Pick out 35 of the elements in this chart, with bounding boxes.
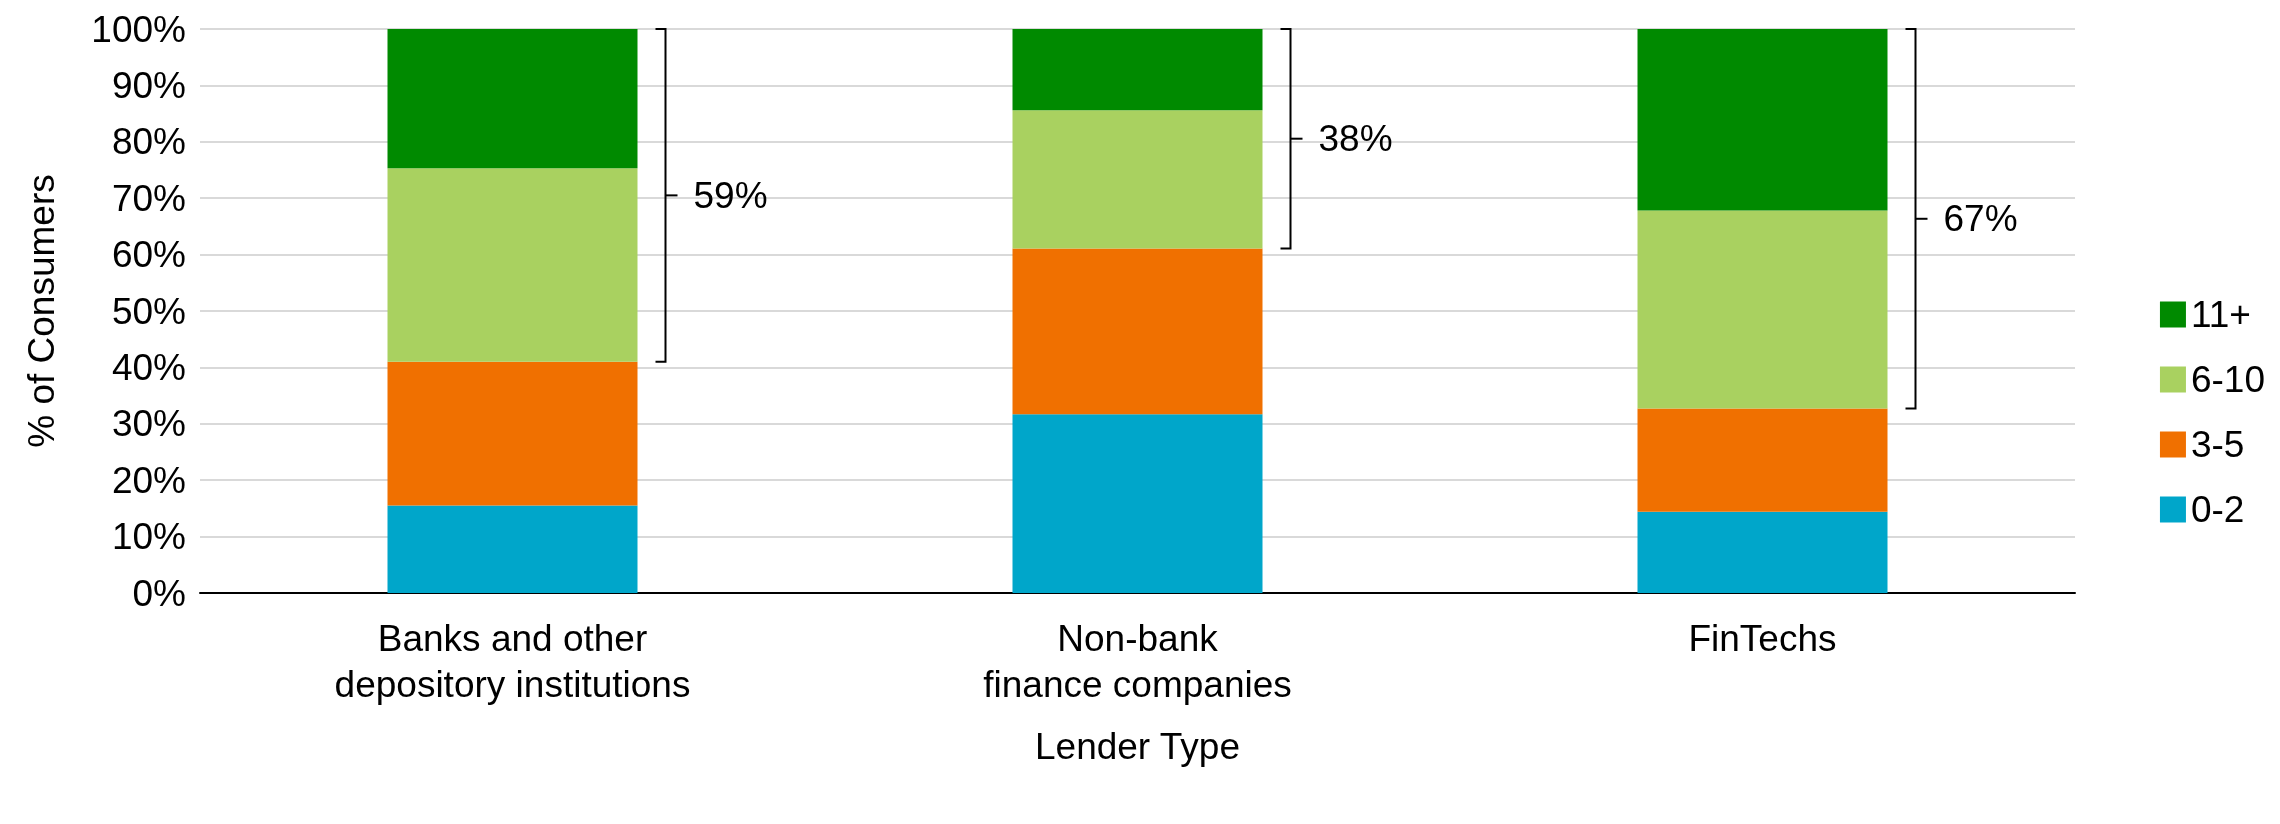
x-tick-label: FinTechs [1688,617,1837,659]
y-tick-label: 30% [111,403,186,445]
legend-label: 3-5 [2190,424,2245,465]
y-tick-label: 90% [111,64,186,106]
legend-label: 0-2 [2190,489,2245,530]
bar [1012,414,1263,593]
bar [387,505,638,593]
x-axis-title: Lender Type [1034,726,1241,767]
y-tick-label: 40% [111,346,186,388]
bar [1637,29,1888,211]
y-tick-label: 60% [111,234,186,276]
y-tick-label: 0% [132,572,186,614]
x-tick-label: Banks and other depository institutions [334,617,691,705]
bar [1637,210,1888,409]
bar [1012,110,1263,249]
y-tick-label: 100% [91,8,186,50]
bar [387,29,638,169]
y-tick-label: 50% [111,290,186,332]
y-tick-label: 70% [111,177,186,219]
bar [1637,511,1888,593]
bar [387,361,638,506]
x-tick-label: Non-bank finance companies [983,617,1292,705]
bar [387,168,638,362]
y-tick-label: 80% [111,121,186,163]
bar [1012,248,1263,415]
legend-label: 11+ [2190,294,2251,335]
y-axis-title: % of Consumers [21,174,62,448]
annotation: 59% [693,174,768,216]
bar [1637,408,1888,512]
legend-label: 6-10 [2190,359,2266,400]
y-tick-label: 10% [111,516,186,558]
bar [1012,29,1263,111]
annotation: 38% [1318,118,1393,160]
annotation: 67% [1943,198,2018,240]
y-tick-label: 20% [111,459,186,501]
